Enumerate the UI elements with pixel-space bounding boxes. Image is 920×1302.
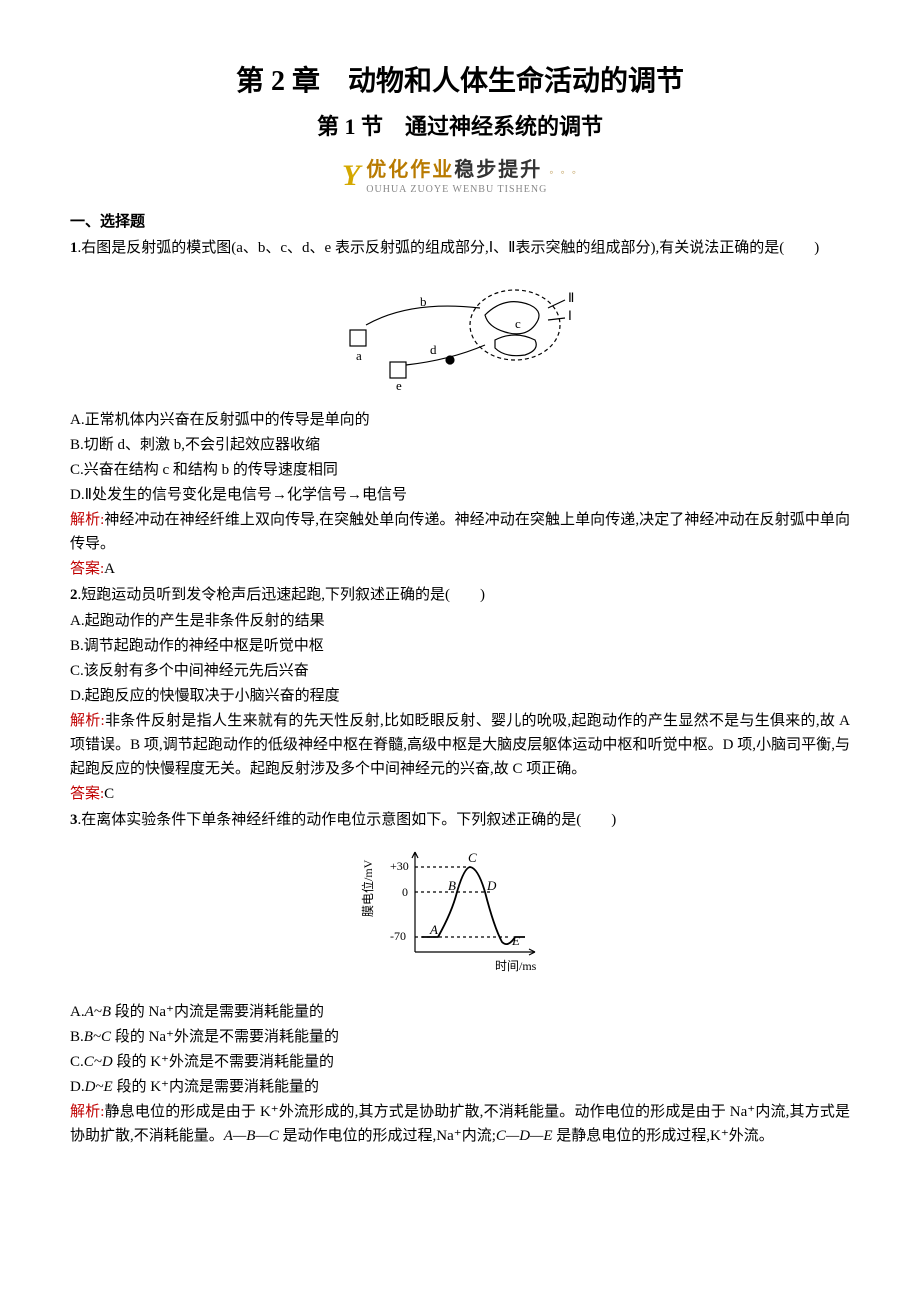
q3-optB-i: B~C (84, 1029, 111, 1045)
q1-optA: A.正常机体内兴奋在反射弧中的传导是单向的 (70, 408, 850, 432)
q3-analysis-p2: 是动作电位的形成过程,Na⁺内流; (279, 1128, 496, 1144)
q2-text: .短跑运动员听到发令枪声后迅速起跑,下列叙述正确的是( ) (78, 587, 486, 603)
q2-analysis-text: 非条件反射是指人生来就有的先天性反射,比如眨眼反射、婴儿的吮吸,起跑动作的产生显… (70, 713, 850, 777)
q2-stem: 2.短跑运动员听到发令枪声后迅速起跑,下列叙述正确的是( ) (70, 583, 850, 607)
q3-optD-pre: D. (70, 1079, 85, 1095)
q3-optA-post: 段的 Na⁺内流是需要消耗能量的 (111, 1004, 324, 1020)
q3-optA-i: A~B (85, 1004, 111, 1020)
fig1-label-II: Ⅱ (568, 290, 574, 305)
q2-answer-label: 答案: (70, 786, 104, 802)
q3-stem: 3.在离体实验条件下单条神经纤维的动作电位示意图如下。下列叙述正确的是( ) (70, 808, 850, 832)
q1-optB: B.切断 d、刺激 b,不会引起效应器收缩 (70, 433, 850, 457)
q1-analysis: 解析:神经冲动在神经纤维上双向传导,在突触处单向传递。神经冲动在突触上单向传递,… (70, 508, 850, 556)
q3-optA: A.A~B 段的 Na⁺内流是需要消耗能量的 (70, 1000, 850, 1024)
q1-analysis-label: 解析: (70, 512, 104, 528)
section-head: 一、选择题 (70, 210, 850, 234)
q3-optB-pre: B. (70, 1029, 84, 1045)
q2-optC: C.该反射有多个中间神经元先后兴奋 (70, 659, 850, 683)
fig3-ytick-30: +30 (390, 859, 409, 873)
section-title: 第 1 节 通过神经系统的调节 (70, 109, 850, 144)
q3-optD-i: D~E (85, 1079, 113, 1095)
q1-answer-text: A (104, 561, 115, 577)
q3-optB-post: 段的 Na⁺外流是不需要消耗能量的 (111, 1029, 339, 1045)
q3-analysis-i2: C—D—E (496, 1128, 553, 1144)
banner-cn-part1: 优化作业 (366, 159, 454, 181)
q3-analysis-label: 解析: (70, 1104, 104, 1120)
fig3-ylabel: 膜电位/mV (360, 859, 375, 917)
q1-optC: C.兴奋在结构 c 和结构 b 的传导速度相同 (70, 458, 850, 482)
banner-y-icon: Y (342, 152, 360, 200)
fig3-C: C (468, 850, 477, 865)
fig3-ytick-70: -70 (390, 929, 406, 943)
q2-optA: A.起跑动作的产生是非条件反射的结果 (70, 609, 850, 633)
q2-analysis: 解析:非条件反射是指人生来就有的先天性反射,比如眨眼反射、婴儿的吮吸,起跑动作的… (70, 709, 850, 781)
q3-optA-pre: A. (70, 1004, 85, 1020)
fig3-A: A (429, 922, 438, 937)
q3-figure: +30 0 -70 膜电位/mV 时间/ms A B C D E (70, 842, 850, 990)
q1-answer: 答案:A (70, 557, 850, 581)
fig1-label-a: a (356, 348, 362, 363)
q2-optB: B.调节起跑动作的神经中枢是听觉中枢 (70, 634, 850, 658)
q1-optD: D.Ⅱ处发生的信号变化是电信号→化学信号→电信号 (70, 483, 850, 507)
q3-analysis-i1: A—B—C (224, 1128, 279, 1144)
q3-optC-i: C~D (84, 1054, 113, 1070)
q1-answer-label: 答案: (70, 561, 104, 577)
fig3-xlabel: 时间/ms (495, 959, 537, 973)
fig1-label-I: Ⅰ (568, 308, 572, 323)
q2-answer: 答案:C (70, 782, 850, 806)
q3-optD: D.D~E 段的 K⁺内流是需要消耗能量的 (70, 1075, 850, 1099)
fig3-B: B (448, 878, 456, 893)
q3-analysis: 解析:静息电位的形成是由于 K⁺外流形成的,其方式是协助扩散,不消耗能量。动作电… (70, 1100, 850, 1148)
q3-text: .在离体实验条件下单条神经纤维的动作电位示意图如下。下列叙述正确的是( ) (78, 812, 617, 828)
fig3-D: D (486, 878, 497, 893)
q1-num: 1 (70, 240, 78, 256)
fig1-label-e: e (396, 378, 402, 390)
q3-optB: B.B~C 段的 Na⁺外流是不需要消耗能量的 (70, 1025, 850, 1049)
banner-cn-part2: 稳步提升 (454, 159, 542, 181)
q3-optD-post: 段的 K⁺内流是需要消耗能量的 (113, 1079, 319, 1095)
q2-optD: D.起跑反应的快慢取决于小脑兴奋的程度 (70, 684, 850, 708)
q1-figure: a b c d e Ⅰ Ⅱ (70, 270, 850, 398)
q1-stem: 1.右图是反射弧的模式图(a、b、c、d、e 表示反射弧的组成部分,Ⅰ、Ⅱ表示突… (70, 236, 850, 260)
fig1-label-b: b (420, 294, 427, 309)
fig3-ytick-0: 0 (402, 885, 408, 899)
chapter-title: 第 2 章 动物和人体生命活动的调节 (70, 60, 850, 105)
q1-analysis-text: 神经冲动在神经纤维上双向传导,在突触处单向传递。神经冲动在突触上单向传递,决定了… (70, 512, 850, 552)
fig3-E: E (511, 933, 520, 948)
q3-optC: C.C~D 段的 K⁺外流是不需要消耗能量的 (70, 1050, 850, 1074)
q3-optC-post: 段的 K⁺外流是不需要消耗能量的 (113, 1054, 334, 1070)
fig1-label-c: c (515, 316, 521, 331)
banner: Y 优化作业稳步提升 ◦ ◦ ◦ OUHUA ZUOYE WENBU TISHE… (70, 152, 850, 200)
q2-analysis-label: 解析: (70, 713, 105, 729)
q1-text: .右图是反射弧的模式图(a、b、c、d、e 表示反射弧的组成部分,Ⅰ、Ⅱ表示突触… (78, 240, 820, 256)
q3-num: 3 (70, 812, 78, 828)
q2-num: 2 (70, 587, 78, 603)
banner-pinyin: OUHUA ZUOYE WENBU TISHENG (366, 182, 578, 198)
q3-analysis-p3: 是静息电位的形成过程,K⁺外流。 (553, 1128, 774, 1144)
fig1-label-d: d (430, 342, 437, 357)
q2-answer-text: C (104, 786, 114, 802)
q3-optC-pre: C. (70, 1054, 84, 1070)
